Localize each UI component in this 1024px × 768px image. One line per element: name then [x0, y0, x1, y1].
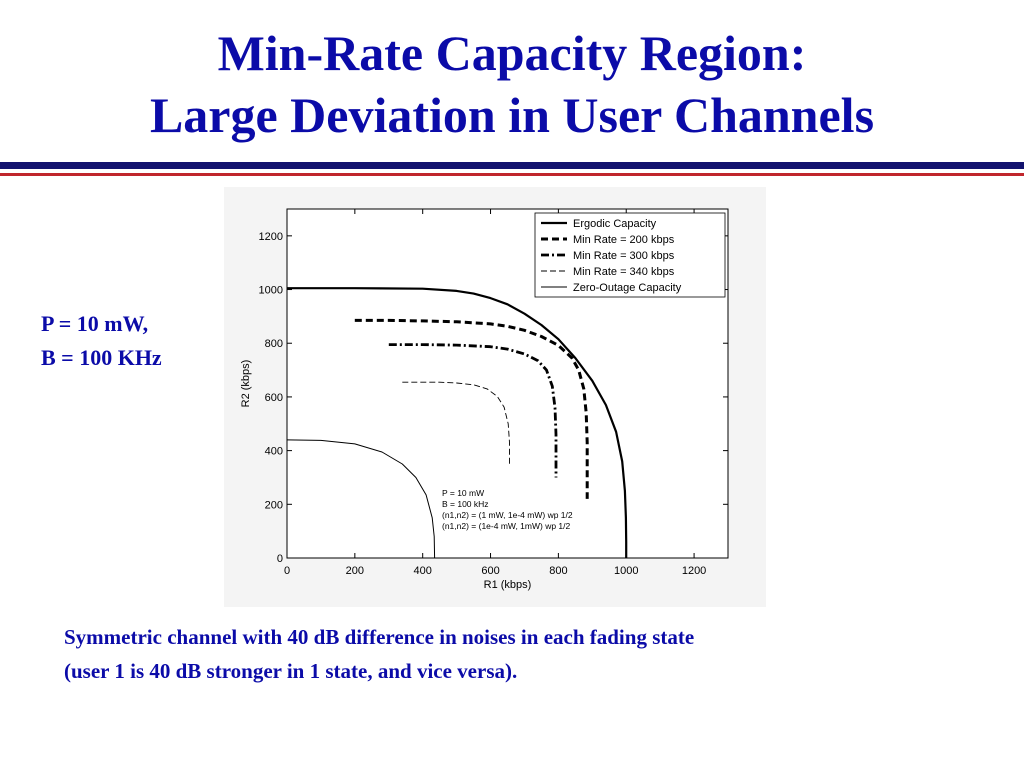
y-tick-label: 200 [265, 499, 283, 511]
capacity-region-chart: 0 200 400 600 800 1000 1200 0 200 400 600 800 1000 12… [240, 208, 729, 591]
annotation-line: (n1,n2) = (1 mW, 1e-4 mW) wp 1/2 [442, 510, 573, 520]
x-tick-label: 200 [346, 565, 364, 577]
x-tick-label: 1000 [614, 565, 638, 577]
title-rule-red [0, 173, 1024, 176]
x-tick-label: 0 [284, 565, 290, 577]
parameter-annotation: P = 10 mWB = 100 kHz(n1,n2) = (1 mW, 1e-… [442, 488, 573, 531]
series-min-rate-340-kbps [402, 381, 510, 467]
legend-label: Ergodic Capacity [573, 218, 657, 230]
y-axis-label: R2 (kbps) [240, 360, 252, 408]
y-tick-label: 1200 [259, 231, 283, 243]
x-axis-label: R1 (kbps) [484, 579, 532, 591]
title-rule-blue [0, 162, 1024, 169]
power-label: P = 10 mW, [41, 311, 149, 336]
slide-title-line1: Min-Rate Capacity Region: [217, 25, 807, 81]
caption-line2: (user 1 is 40 dB stronger in 1 state, an… [64, 659, 518, 683]
series-ergodic-capacity [287, 287, 628, 558]
x-tick-label: 1200 [682, 565, 706, 577]
legend-label: Min Rate = 300 kbps [573, 250, 675, 262]
series-min-rate-300-kbps [388, 343, 558, 478]
annotation-line: (n1,n2) = (1e-4 mW, 1mW) wp 1/2 [442, 521, 571, 531]
legend: Ergodic Capacity Min Rate = 200 kbps Min R… [534, 212, 726, 298]
x-tick-label: 400 [414, 565, 432, 577]
y-tick-label: 600 [265, 392, 283, 404]
y-tick-label: 800 [265, 338, 283, 350]
y-tick-label: 1000 [259, 285, 283, 297]
legend-label: Min Rate = 200 kbps [573, 234, 675, 246]
slide-title-line2: Large Deviation in User Channels [149, 87, 875, 143]
legend-label: Min Rate = 340 kbps [573, 266, 675, 278]
legend-label: Zero-Outage Capacity [573, 282, 682, 294]
x-tick-label: 800 [549, 565, 567, 577]
legend-box [534, 212, 726, 298]
y-tick-label: 0 [277, 553, 283, 565]
series-min-rate-200-kbps [354, 318, 589, 499]
annotation-line: P = 10 mW [442, 488, 484, 498]
series-zero-outage-capacity [286, 439, 436, 559]
bandwidth-label: B = 100 KHz [41, 345, 162, 370]
caption-line1: Symmetric channel with 40 dB difference … [64, 625, 695, 649]
annotation-line: B = 100 kHz [442, 499, 489, 509]
series-layer [286, 287, 628, 559]
y-tick-label: 400 [265, 446, 283, 458]
x-tick-label: 600 [481, 565, 499, 577]
